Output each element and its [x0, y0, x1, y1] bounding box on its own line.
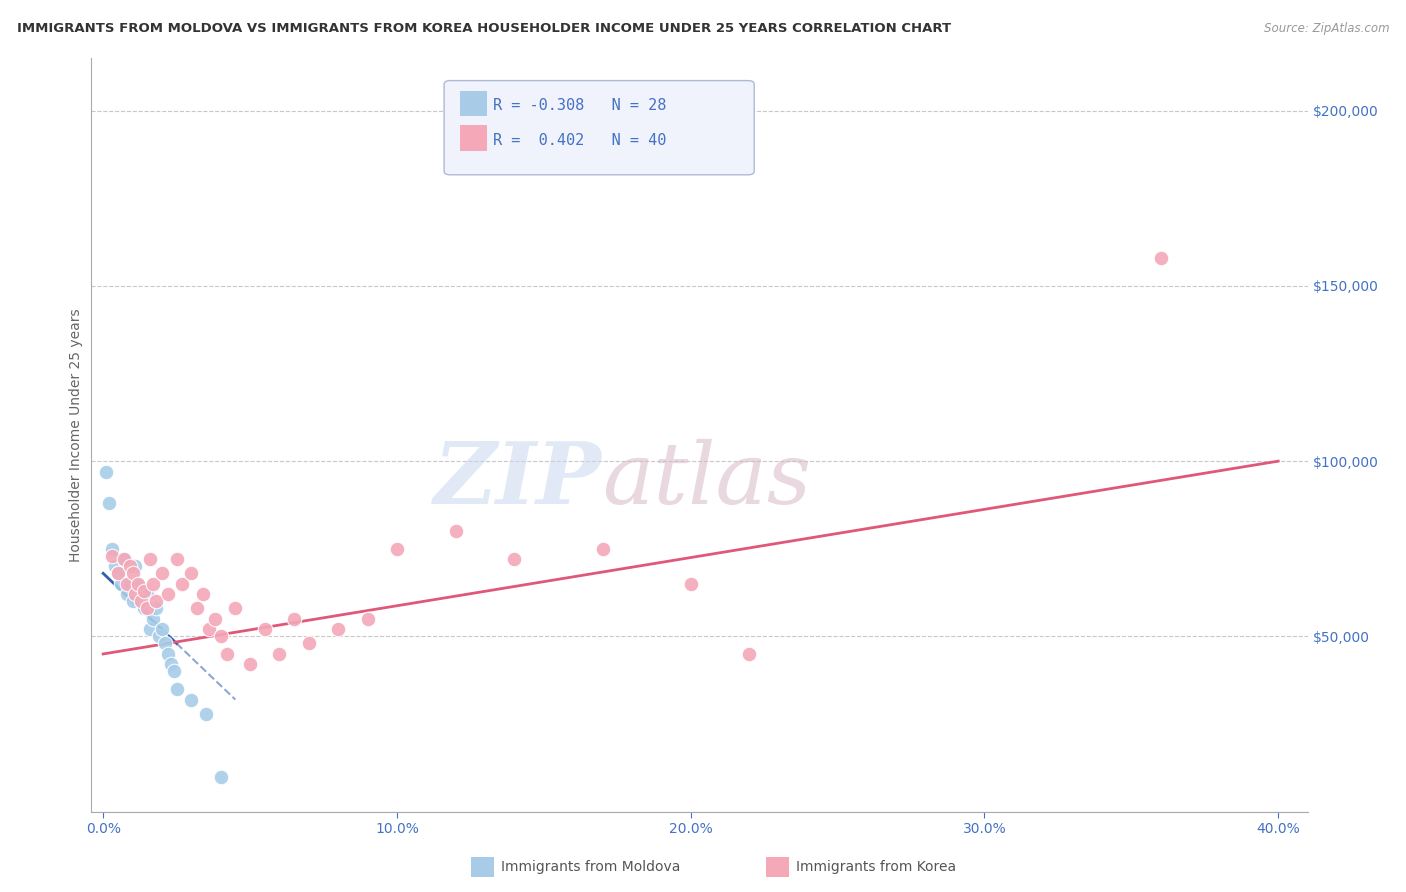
Y-axis label: Householder Income Under 25 years: Householder Income Under 25 years [69, 308, 83, 562]
Point [239, 657, 262, 672]
Point [356, 612, 378, 626]
Point [328, 623, 350, 637]
Text: IMMIGRANTS FROM MOLDOVA VS IMMIGRANTS FROM KOREA HOUSEHOLDER INCOME UNDER 25 YEA: IMMIGRANTS FROM MOLDOVA VS IMMIGRANTS FR… [17, 22, 950, 36]
Point [156, 587, 179, 601]
Point [298, 636, 321, 650]
Point [215, 647, 238, 661]
Point [166, 552, 188, 566]
Point [153, 636, 176, 650]
Point [172, 577, 194, 591]
Point [121, 594, 143, 608]
Point [121, 566, 143, 581]
Point [166, 681, 188, 696]
Point [110, 577, 132, 591]
Point [679, 577, 702, 591]
Point [136, 601, 159, 615]
Point [148, 629, 170, 643]
Point [194, 706, 217, 721]
Point [139, 552, 162, 566]
Point [112, 552, 135, 566]
Point [159, 657, 181, 672]
Point [198, 623, 221, 637]
Point [142, 577, 165, 591]
Text: atlas: atlas [602, 439, 811, 522]
Point [142, 612, 165, 626]
Point [209, 629, 232, 643]
Point [592, 541, 614, 556]
Point [204, 612, 226, 626]
Point [127, 577, 149, 591]
Text: ZIP: ZIP [434, 438, 602, 522]
Point [444, 524, 467, 539]
Point [180, 692, 202, 706]
Point [269, 647, 291, 661]
Point [134, 583, 156, 598]
FancyBboxPatch shape [460, 91, 486, 116]
Point [145, 601, 167, 615]
Point [98, 496, 121, 510]
Point [283, 612, 305, 626]
Point [224, 601, 246, 615]
Text: R =  0.402   N = 40: R = 0.402 N = 40 [492, 133, 666, 148]
Point [150, 623, 173, 637]
Point [131, 594, 153, 608]
Point [180, 566, 202, 581]
Point [191, 587, 214, 601]
Point [150, 566, 173, 581]
Point [104, 559, 127, 574]
Point [1150, 251, 1173, 265]
Point [145, 594, 167, 608]
Point [131, 594, 153, 608]
Point [385, 541, 408, 556]
FancyBboxPatch shape [444, 80, 754, 175]
Point [101, 541, 124, 556]
Point [118, 559, 141, 574]
Point [738, 647, 761, 661]
Point [101, 549, 124, 563]
Point [115, 587, 138, 601]
Point [134, 601, 156, 615]
Text: Immigrants from Moldova: Immigrants from Moldova [501, 860, 681, 874]
Point [253, 623, 276, 637]
Point [112, 552, 135, 566]
Point [118, 577, 141, 591]
Point [503, 552, 526, 566]
Point [94, 465, 117, 479]
Point [163, 665, 186, 679]
Point [139, 623, 162, 637]
Point [115, 577, 138, 591]
Point [186, 601, 208, 615]
Point [107, 566, 129, 581]
Text: Source: ZipAtlas.com: Source: ZipAtlas.com [1264, 22, 1389, 36]
FancyBboxPatch shape [460, 126, 486, 151]
Point [124, 559, 146, 574]
Point [136, 587, 159, 601]
Point [156, 647, 179, 661]
Point [124, 587, 146, 601]
Point [107, 566, 129, 581]
Text: Immigrants from Korea: Immigrants from Korea [796, 860, 956, 874]
Point [209, 770, 232, 784]
Text: R = -0.308   N = 28: R = -0.308 N = 28 [492, 98, 666, 113]
Point [127, 577, 149, 591]
